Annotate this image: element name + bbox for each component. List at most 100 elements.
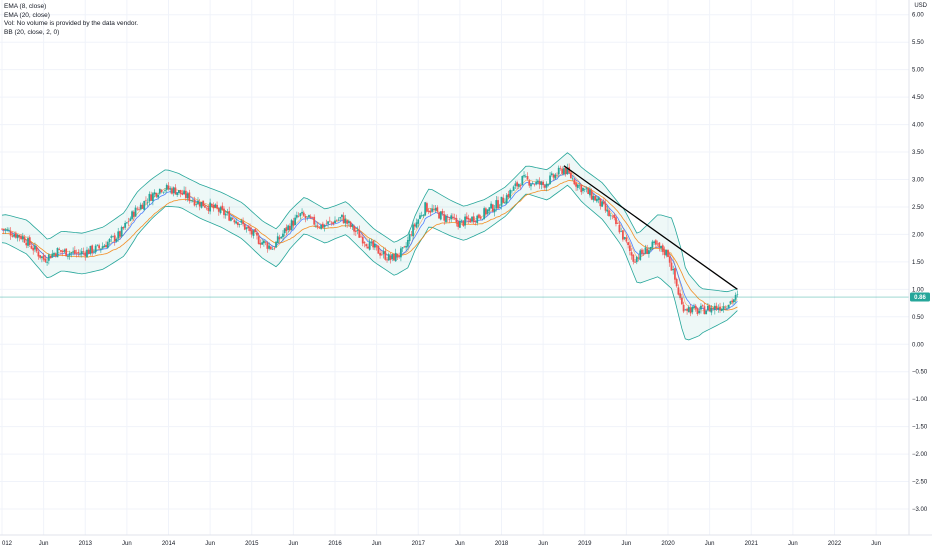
price-tick-label: 5.00 [912,68,924,74]
time-tick-label: Jun [289,541,299,547]
candle-up [672,268,675,271]
candle-down [127,221,130,222]
candle-up [356,229,359,231]
candle-up [290,220,293,231]
candle-up [252,230,255,236]
candle-down [680,297,683,305]
candle-up [96,244,99,246]
candle-down [181,193,184,195]
time-tick-label: 012 [2,541,13,547]
candle-up [327,221,329,224]
candle-down [668,256,671,263]
candle-up [684,309,687,311]
candle-up [700,305,702,310]
candle-up [268,245,270,249]
price-tick-label: −3.00 [912,507,928,513]
candle-up [406,240,409,247]
candle-down [528,180,531,186]
candle-up [540,181,543,185]
trendline [563,165,738,290]
candle-up [582,188,584,191]
price-tick-label: 3.50 [912,150,924,156]
candle-down [641,249,643,254]
candle-down [613,215,616,219]
candle-down [360,236,362,238]
time-axis[interactable]: 012 Jun 2013 Jun 2014 Jun 2015 Jun 2016 Jun 2017 Ju… [2,541,881,547]
candle-up [108,238,111,243]
candle-down [242,221,244,225]
candle-down [457,221,460,227]
candle-down [335,220,338,222]
candle-down [375,245,378,247]
candle-up [713,305,716,311]
candle-up [511,190,513,192]
candle-down [436,207,439,212]
candle-up [717,307,720,310]
candle-up [94,245,97,253]
candle-down [91,245,94,254]
candle-down [30,245,33,249]
candle-up [347,221,350,223]
candle-down [694,305,697,309]
legend-volume[interactable]: Vol: No volume is provided by the data v… [4,20,139,28]
candle-up [550,173,553,176]
candle-up [283,228,286,234]
price-axis[interactable]: 6.00 5.50 5.00 4.50 4.00 3.50 3.00 2.50 2.00 1.50… [912,13,928,513]
candle-down [393,253,395,261]
candle-up [240,220,243,223]
candle-down [309,216,312,218]
candle-up [13,234,16,237]
legend-ema8[interactable]: EMA (8, close) [4,3,47,10]
candle-down [332,222,335,225]
candle-down [210,203,213,206]
candle-up [517,183,520,187]
candle-up [368,241,371,250]
candle-up [214,204,217,208]
candle-down [292,220,295,226]
candle-down [608,210,610,217]
candle-down [670,262,673,271]
candle-up [736,293,739,295]
price-tick-label: 0.50 [912,315,924,321]
candle-down [256,232,258,236]
candle-up [394,252,397,262]
candle-down [552,174,555,178]
candle-down [474,221,477,222]
candle-up [72,251,75,253]
candle-down [580,184,583,193]
legend-bollinger[interactable]: BB (20, close, 2, 0) [4,28,60,36]
candle-down [625,237,628,242]
candle-up [530,184,532,187]
candle-up [382,251,385,255]
candle-up [224,213,227,216]
candle-down [590,190,593,200]
candle-up [460,219,463,221]
candle-up [6,229,9,231]
candle-up [710,307,713,313]
candle-up [8,229,10,231]
candle-up [106,242,109,248]
candle-up [401,247,404,249]
candle-up [176,192,179,196]
price-tick-label: 4.00 [912,123,924,129]
candle-down [663,250,666,255]
price-tick-label: 2.00 [912,232,924,238]
candle-up [153,192,156,195]
candle-down [526,176,529,180]
time-tick-label: Jun [705,541,715,547]
legend-ema20[interactable]: EMA (20, close) [4,11,50,19]
candle-down [58,249,61,250]
candle-down [642,252,645,254]
trendline-drawing[interactable] [563,165,738,290]
candle-up [514,183,517,187]
candle-down [318,227,321,229]
candle-up [563,168,565,175]
candle-up [464,216,466,226]
candle-down [719,306,721,311]
time-tick-label: 2021 [745,541,759,547]
candle-up [262,240,265,244]
candle-down [441,210,444,214]
candle-up [172,187,175,194]
time-tick-label: 2022 [828,541,842,547]
